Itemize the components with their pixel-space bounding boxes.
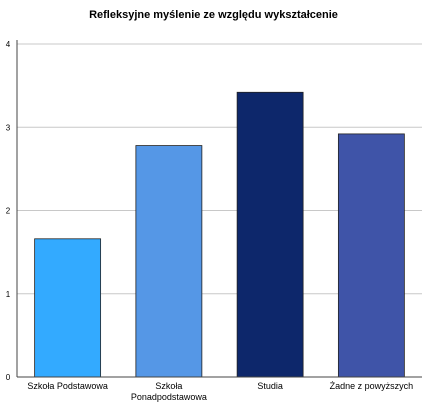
- y-tick-label: 4: [6, 40, 11, 49]
- bar: [337, 133, 405, 378]
- x-tick-label-line: Studia: [257, 381, 283, 391]
- y-tick-label: 0: [6, 373, 11, 382]
- x-tick-label: Żadne z powyższych: [330, 381, 414, 391]
- bar: [34, 238, 102, 378]
- chart-title: Refleksyjne myślenie ze względu wykształ…: [89, 9, 338, 21]
- x-tick-label: Szkoła Ponadpodstawowa: [131, 381, 207, 402]
- x-tick-label-line: Ponadpodstawowa: [131, 392, 207, 402]
- y-tick-label: 2: [6, 207, 11, 216]
- x-tick-label-line: Szkoła Podstawowa: [27, 381, 108, 391]
- bars: [34, 91, 405, 378]
- x-tick-label: Szkoła Podstawowa: [27, 381, 108, 391]
- y-tick-label: 1: [6, 290, 11, 299]
- bar: [236, 91, 304, 378]
- x-tick-label: Studia: [257, 381, 283, 391]
- x-tick-label-line: Szkoła: [155, 381, 182, 391]
- y-tick-labels: 0 1 2 3 4: [6, 40, 11, 382]
- bar: [135, 145, 203, 378]
- x-tick-labels: Szkoła Podstawowa Szkoła Ponadpodstawowa St…: [27, 381, 413, 402]
- axes: [16, 40, 422, 378]
- y-tick-label: 3: [6, 123, 11, 132]
- x-tick-label-line: Żadne z powyższych: [330, 381, 414, 391]
